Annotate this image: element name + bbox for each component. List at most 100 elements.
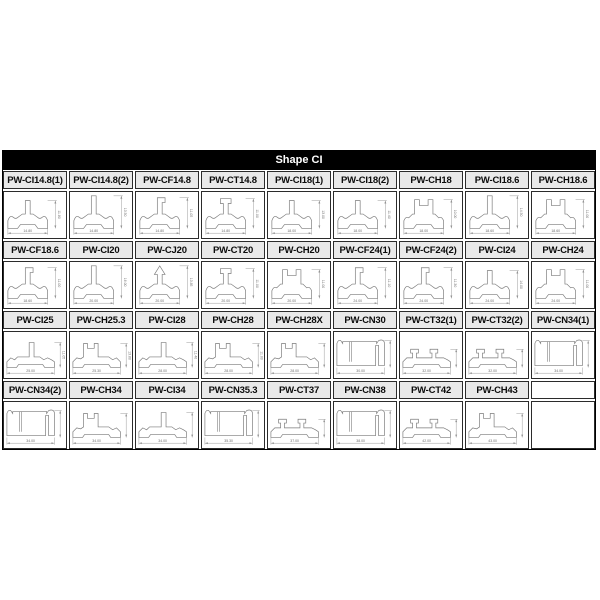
profile-label-pw-cn34(2): PW-CN34(2) <box>3 381 67 399</box>
profile-label-pw-cn34(1): PW-CN34(1) <box>531 311 595 329</box>
profile-label-pw-ci24: PW-CI24 <box>465 241 529 259</box>
svg-text:14.00: 14.00 <box>519 280 523 289</box>
profile-drawing-pw-ch20: 20.00 11.00 <box>267 261 331 309</box>
svg-text:24.00: 24.00 <box>485 299 494 303</box>
svg-text:18.00: 18.00 <box>419 229 428 233</box>
profile-label-pw-ch28x: PW-CH28X <box>267 311 331 329</box>
wide-tee-profile-icon: 42.00 <box>402 418 458 445</box>
profile-drawing-pw-ch18: 18.00 10.00 <box>399 191 463 239</box>
profile-drawing-pw-ct32(1): 32.00 <box>399 331 463 379</box>
profile-drawing-pw-ci14.8(1): 14.80 11.80 <box>3 191 67 239</box>
profile-label-pw-cn35.3: PW-CN35.3 <box>201 381 265 399</box>
slot-profile-icon: 18.60 11.00 <box>535 199 589 235</box>
hook-profile-icon: 24.00 11.30 <box>403 267 457 305</box>
profile-drawing-pw-ci24: 24.00 14.00 <box>465 261 529 309</box>
svg-text:25.00: 25.00 <box>26 369 35 373</box>
svg-text:20.00: 20.00 <box>89 299 98 303</box>
profile-drawing-pw-ci14.8(2): 14.80 13.50 <box>69 191 133 239</box>
profile-label-pw-ci20: PW-CI20 <box>69 241 133 259</box>
profile-label-pw-ct20: PW-CT20 <box>201 241 265 259</box>
svg-text:14.80: 14.80 <box>89 229 98 233</box>
svg-text:11.30: 11.30 <box>453 279 457 287</box>
profile-catalog-table: Shape CI PW-CI14.8(1) PW-CI14.8(2) PW-CF14… <box>2 150 596 450</box>
svg-text:28.00: 28.00 <box>224 369 233 373</box>
profile-drawing-pw-ch28x: 28.00 <box>267 331 331 379</box>
svg-text:11.05: 11.05 <box>62 351 66 359</box>
profile-label-pw-ci18(2): PW-CI18(2) <box>333 171 397 189</box>
tall-stem-profile-icon: 20.00 16.00 <box>73 265 127 305</box>
profile-label-pw-cf14.8: PW-CF14.8 <box>135 171 199 189</box>
profile-drawing-pw-cn30: 30.00 <box>333 331 397 379</box>
svg-text:37.00: 37.00 <box>290 439 299 443</box>
svg-text:42.00: 42.00 <box>422 439 431 443</box>
wide-tee-profile-icon: 32.00 <box>468 348 524 375</box>
svg-text:38.00: 38.00 <box>356 439 365 443</box>
profile-label-pw-ch43: PW-CH43 <box>465 381 529 399</box>
svg-text:11.00: 11.00 <box>255 279 259 287</box>
table-title-bar: Shape CI <box>2 150 596 170</box>
svg-text:20.00: 20.00 <box>155 299 164 303</box>
profile-drawing-pw-cf24(1): 24.00 11.10 <box>333 261 397 309</box>
svg-text:11.00: 11.00 <box>255 209 259 217</box>
svg-text:20.00: 20.00 <box>287 299 296 303</box>
tall-stem-profile-icon: 18.60 14.50 <box>469 195 523 235</box>
profile-label-pw-cn38: PW-CN38 <box>333 381 397 399</box>
profile-drawing-pw-ch34: 34.00 <box>69 401 133 449</box>
stem-profile-icon: 24.00 14.00 <box>469 270 523 305</box>
svg-text:18.00: 18.00 <box>287 229 296 233</box>
svg-text:20.00: 20.00 <box>221 299 230 303</box>
svg-text:11.80: 11.80 <box>57 210 61 218</box>
profile-label-pw-ch25.3: PW-CH25.3 <box>69 311 133 329</box>
profile-drawing-pw-ch18.6: 18.60 11.00 <box>531 191 595 239</box>
tee-profile-icon: 14.80 11.00 <box>205 198 259 235</box>
svg-text:13.50: 13.50 <box>123 208 127 217</box>
svg-text:25.30: 25.30 <box>92 369 101 373</box>
wide-slot-profile-icon: 34.00 <box>72 413 128 445</box>
svg-text:24.00: 24.00 <box>353 299 362 303</box>
svg-text:34.00: 34.00 <box>26 439 35 443</box>
svg-text:28.00: 28.00 <box>158 369 167 373</box>
empty-label-cell <box>531 381 595 399</box>
svg-text:43.00: 43.00 <box>488 439 497 443</box>
profile-drawing-pw-ch24: 24.00 11.00 <box>531 261 595 309</box>
profile-drawing-pw-cn35.3: 35.30 <box>201 401 265 449</box>
svg-text:14.80: 14.80 <box>221 229 230 233</box>
svg-text:24.00: 24.00 <box>419 299 428 303</box>
profile-drawing-pw-ci20: 20.00 16.00 <box>69 261 133 309</box>
profile-label-pw-ct14.8: PW-CT14.8 <box>201 171 265 189</box>
profile-drawing-pw-ci18.6: 18.60 14.50 <box>465 191 529 239</box>
profile-drawing-pw-cn34(1): 34.00 <box>531 331 595 379</box>
svg-text:14.50: 14.50 <box>519 208 523 217</box>
wide-tee-profile-icon: 37.00 <box>270 418 326 445</box>
profile-label-pw-ci18(1): PW-CI18(1) <box>267 171 331 189</box>
profile-drawing-pw-ct14.8: 14.80 11.00 <box>201 191 265 239</box>
svg-text:11.05: 11.05 <box>189 209 193 217</box>
tee-profile-icon: 20.00 11.00 <box>205 268 259 305</box>
channel-profile-icon: 30.00 <box>336 339 392 375</box>
profile-drawing-pw-ci18(2): 18.00 11.40 <box>333 191 397 239</box>
stem-profile-icon: 18.00 11.40 <box>337 200 391 235</box>
wide-slot-profile-icon: 28.00 11.00 <box>204 343 264 375</box>
profile-drawing-pw-cj20: 20.00 13.85 <box>135 261 199 309</box>
profile-drawing-pw-cn34(2): 34.00 <box>3 401 67 449</box>
wide-stem-profile-icon: 25.00 11.05 <box>6 342 66 375</box>
profile-label-pw-cf24(1): PW-CF24(1) <box>333 241 397 259</box>
profile-drawing-pw-ch25.3: 25.30 13.80 <box>69 331 133 379</box>
slot-profile-icon: 24.00 11.00 <box>535 269 589 305</box>
svg-text:32.00: 32.00 <box>422 369 431 373</box>
slot-profile-icon: 20.00 11.00 <box>271 269 325 305</box>
channel-profile-icon: 35.30 <box>204 409 260 445</box>
table-title: Shape CI <box>275 154 323 166</box>
svg-text:28.00: 28.00 <box>290 369 299 373</box>
wide-slot-profile-icon: 28.00 <box>270 343 326 375</box>
profile-label-pw-ci18.6: PW-CI18.6 <box>465 171 529 189</box>
profile-label-pw-ch28: PW-CH28 <box>201 311 265 329</box>
svg-text:11.10: 11.10 <box>387 279 391 287</box>
svg-text:11.40: 11.40 <box>387 210 391 218</box>
profile-label-pw-ci14.8(2): PW-CI14.8(2) <box>69 171 133 189</box>
profile-label-pw-ct42: PW-CT42 <box>399 381 463 399</box>
empty-cell <box>532 402 594 448</box>
svg-text:13.00: 13.00 <box>321 210 325 219</box>
slot-profile-icon: 18.00 10.00 <box>403 199 457 235</box>
wide-tee-profile-icon: 32.00 <box>402 348 458 375</box>
